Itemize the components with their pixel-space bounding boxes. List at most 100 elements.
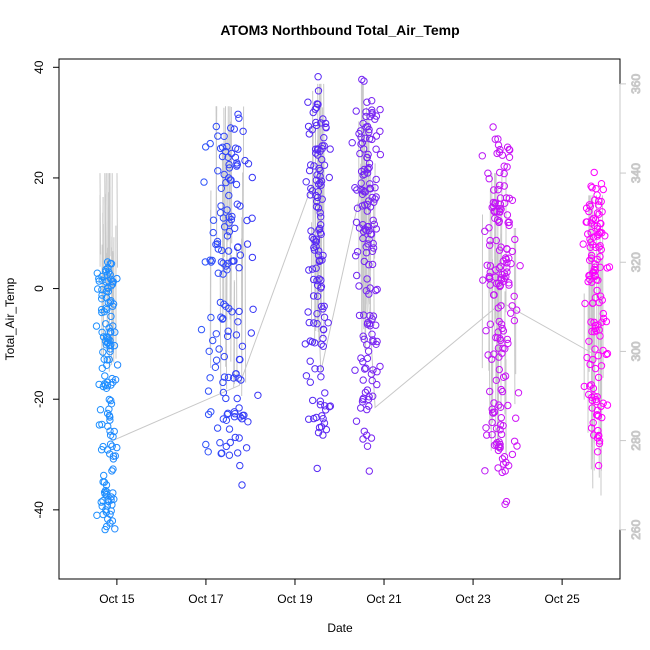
data-point — [236, 413, 244, 421]
data-point — [304, 122, 313, 131]
data-point — [320, 313, 329, 321]
profile-line — [500, 173, 503, 342]
data-point — [360, 257, 368, 266]
data-point — [109, 489, 117, 497]
data-point — [363, 405, 371, 414]
x-tick-label: Oct 21 — [366, 592, 402, 606]
data-point — [317, 221, 325, 229]
data-point — [359, 435, 367, 443]
data-point — [317, 373, 325, 381]
y2-tick-label: 280 — [629, 430, 643, 450]
data-point — [315, 226, 323, 234]
data-point — [235, 355, 244, 364]
data-point — [352, 107, 360, 115]
data-point — [312, 121, 321, 130]
data-point — [209, 336, 217, 345]
data-point — [591, 260, 599, 268]
data-point — [216, 298, 225, 307]
data-point — [505, 194, 514, 203]
data-point — [235, 434, 243, 442]
data-point — [372, 286, 380, 295]
data-point — [358, 190, 367, 199]
data-point — [372, 145, 380, 153]
data-point — [202, 440, 210, 449]
data-point — [302, 178, 310, 186]
data-point — [99, 442, 107, 451]
transit-line — [112, 180, 596, 442]
data-point — [95, 275, 103, 283]
data-point — [318, 256, 326, 264]
data-point — [106, 347, 114, 356]
data-point — [98, 308, 106, 317]
data-point — [583, 218, 591, 226]
data-point — [313, 310, 321, 318]
data-point — [232, 370, 240, 378]
data-point — [321, 402, 329, 410]
data-point — [201, 258, 210, 266]
data-point — [104, 422, 112, 430]
data-point — [481, 467, 489, 475]
profile-line — [228, 106, 231, 232]
data-point — [587, 381, 595, 389]
data-point — [499, 327, 508, 335]
data-point — [113, 443, 121, 452]
data-point — [488, 418, 496, 427]
data-point — [304, 308, 312, 316]
profile-line — [513, 227, 516, 405]
data-point — [359, 221, 367, 229]
data-point — [316, 397, 324, 405]
data-point — [364, 164, 372, 173]
data-point — [372, 321, 380, 329]
data-point — [365, 402, 373, 410]
data-point — [207, 313, 215, 322]
data-point — [241, 156, 249, 165]
data-point — [495, 246, 504, 254]
data-point — [595, 243, 603, 251]
data-point — [319, 431, 327, 439]
data-point — [99, 333, 108, 341]
data-point — [107, 260, 116, 268]
data-point — [107, 396, 115, 405]
data-point — [507, 259, 515, 268]
data-point — [305, 266, 313, 274]
data-point — [365, 467, 373, 475]
data-point — [238, 481, 246, 489]
profile-line — [106, 247, 108, 315]
data-point — [368, 193, 376, 202]
data-point — [503, 163, 511, 171]
data-point — [108, 467, 116, 475]
data-point — [363, 431, 371, 439]
data-point — [102, 304, 110, 312]
data-point — [367, 434, 376, 442]
data-point — [113, 361, 122, 369]
data-point — [503, 259, 511, 267]
data-point — [106, 271, 114, 279]
data-point — [216, 439, 224, 447]
data-point — [586, 275, 594, 284]
data-point — [496, 181, 504, 190]
data-point — [369, 239, 377, 248]
data-point — [317, 177, 326, 185]
data-point — [503, 264, 511, 272]
data-point — [100, 471, 108, 480]
data-point — [236, 202, 244, 210]
data-point — [490, 291, 498, 299]
data-point — [108, 442, 116, 450]
data-point — [206, 139, 214, 148]
data-point — [587, 254, 596, 262]
data-point — [492, 424, 501, 433]
data-point — [312, 191, 320, 200]
data-point — [361, 365, 369, 373]
data-point — [218, 246, 226, 255]
data-point — [316, 365, 324, 373]
data-point — [307, 227, 315, 235]
data-point — [363, 275, 371, 283]
data-point — [307, 161, 315, 169]
data-point — [98, 295, 106, 303]
data-point — [225, 164, 234, 172]
data-point — [232, 331, 241, 339]
data-point — [320, 161, 329, 169]
y-axis-label: Total_Air_Temp — [3, 277, 17, 360]
data-point — [594, 352, 602, 360]
